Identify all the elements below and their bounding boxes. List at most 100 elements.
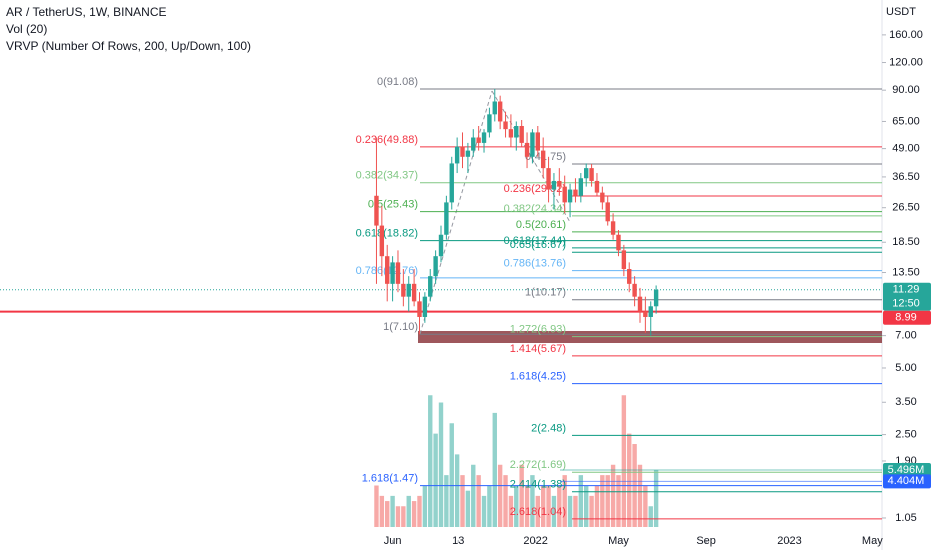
volume-bar: [610, 464, 616, 527]
volume-label: 5.496M: [888, 464, 925, 476]
fib-trend: [491, 90, 571, 223]
volume-bar: [417, 495, 422, 527]
candle-body: [524, 142, 530, 157]
fib-label: 1.272(6.93): [510, 324, 566, 336]
candle-body: [422, 296, 428, 317]
volume-bar: [616, 475, 621, 527]
x-tick-label: May: [862, 535, 883, 547]
candle-body: [487, 114, 492, 133]
fib-label: 0(41.75): [525, 151, 566, 163]
candle-body: [648, 306, 653, 317]
volume-bar: [551, 495, 557, 527]
fib-label: 1.618(1.47): [362, 473, 418, 485]
candle-body: [481, 132, 487, 143]
candle-body: [411, 283, 417, 302]
volume-bar: [567, 495, 573, 527]
candle-body: [584, 168, 589, 179]
candle-body: [535, 132, 541, 151]
candle-body: [428, 276, 433, 297]
volume-bar: [422, 485, 428, 527]
y-tick-label: 26.50: [892, 202, 920, 214]
volume-bar: [637, 464, 643, 527]
candle-body: [374, 195, 379, 226]
volume-bar: [476, 475, 481, 527]
candle-body: [653, 289, 659, 307]
volume-bar: [573, 495, 578, 527]
fib-label: 2.272(1.69): [510, 459, 566, 471]
candle-body: [379, 225, 385, 257]
volume-bar: [385, 501, 390, 527]
candle-body: [395, 262, 401, 284]
candle-body: [567, 189, 573, 203]
candle-body: [610, 221, 616, 235]
volume-bar: [379, 495, 385, 527]
candle-body: [621, 250, 627, 270]
volume-bar: [653, 469, 659, 527]
fib-label: 0.618(18.82): [356, 227, 418, 239]
candle-body: [385, 256, 390, 284]
candle-body: [390, 262, 395, 284]
y-tick-label: 49.00: [892, 143, 920, 155]
fib-label: 1.414(5.67): [510, 343, 566, 355]
volume-bar: [514, 485, 519, 527]
candle-body: [519, 125, 524, 143]
candle-body: [605, 202, 610, 222]
volume-bar: [460, 475, 465, 527]
fib-label: 2.414(1.38): [510, 479, 566, 491]
volume-bar: [465, 490, 471, 527]
candle-body: [600, 192, 605, 203]
volume-bar: [589, 495, 594, 527]
x-tick-label: Jun: [384, 535, 402, 547]
price-box: [883, 474, 931, 489]
candle-body: [492, 101, 497, 115]
x-tick-label: May: [608, 535, 629, 547]
candle-body: [627, 269, 632, 284]
candle-body: [471, 137, 476, 151]
candle-body: [508, 129, 514, 138]
y-tick-label: 5.00: [895, 362, 916, 374]
volume-bar: [487, 485, 492, 527]
x-tick-label: 13: [452, 535, 464, 547]
fib-label: 1(10.17): [525, 287, 566, 299]
candle-body: [530, 132, 535, 157]
axis-unit: USDT: [886, 6, 916, 18]
volume-bar: [454, 454, 460, 527]
fib-label: 1(7.10): [383, 321, 418, 333]
candle-body: [406, 283, 411, 297]
volume-bar: [401, 506, 406, 527]
fib-label: 0.5(25.43): [368, 199, 418, 211]
volume-bar: [438, 402, 444, 527]
volume-bar: [444, 475, 449, 527]
y-tick-label: 2.50: [895, 429, 916, 441]
candle-body: [632, 283, 637, 297]
volume-bar: [584, 485, 589, 527]
volume-bar: [519, 464, 524, 527]
volume-bar: [627, 433, 632, 527]
volume-bar: [508, 495, 514, 527]
fib-label: 0.382(24.34): [504, 203, 566, 215]
volume-bar: [524, 485, 530, 527]
candle-body: [546, 168, 551, 190]
candle-body: [438, 234, 444, 257]
candle-body: [637, 296, 643, 312]
volume-bar: [546, 485, 551, 527]
x-tick-label: Sep: [696, 535, 716, 547]
volume-legend: Vol (20): [6, 22, 47, 36]
volume-bar: [390, 495, 395, 527]
level-price-label: 8.99: [895, 312, 916, 324]
fib-label: 0.5(20.61): [516, 219, 566, 231]
price-box: [883, 310, 931, 325]
y-tick-label: 13.50: [892, 266, 920, 278]
candle-body: [514, 125, 519, 138]
volume-bar: [605, 475, 610, 527]
candle-body: [401, 283, 406, 297]
volume-bar: [648, 506, 653, 527]
fib-label: 0.786(13.76): [504, 258, 566, 270]
candle-body: [417, 301, 422, 317]
volume-bar: [471, 464, 476, 527]
volume-bar: [497, 464, 503, 527]
candle-body: [573, 189, 578, 196]
fib-label: 0.618(17.44): [504, 235, 566, 247]
volume-label: 4.404M: [888, 475, 925, 487]
fib-label: 0.236(49.88): [356, 134, 418, 146]
